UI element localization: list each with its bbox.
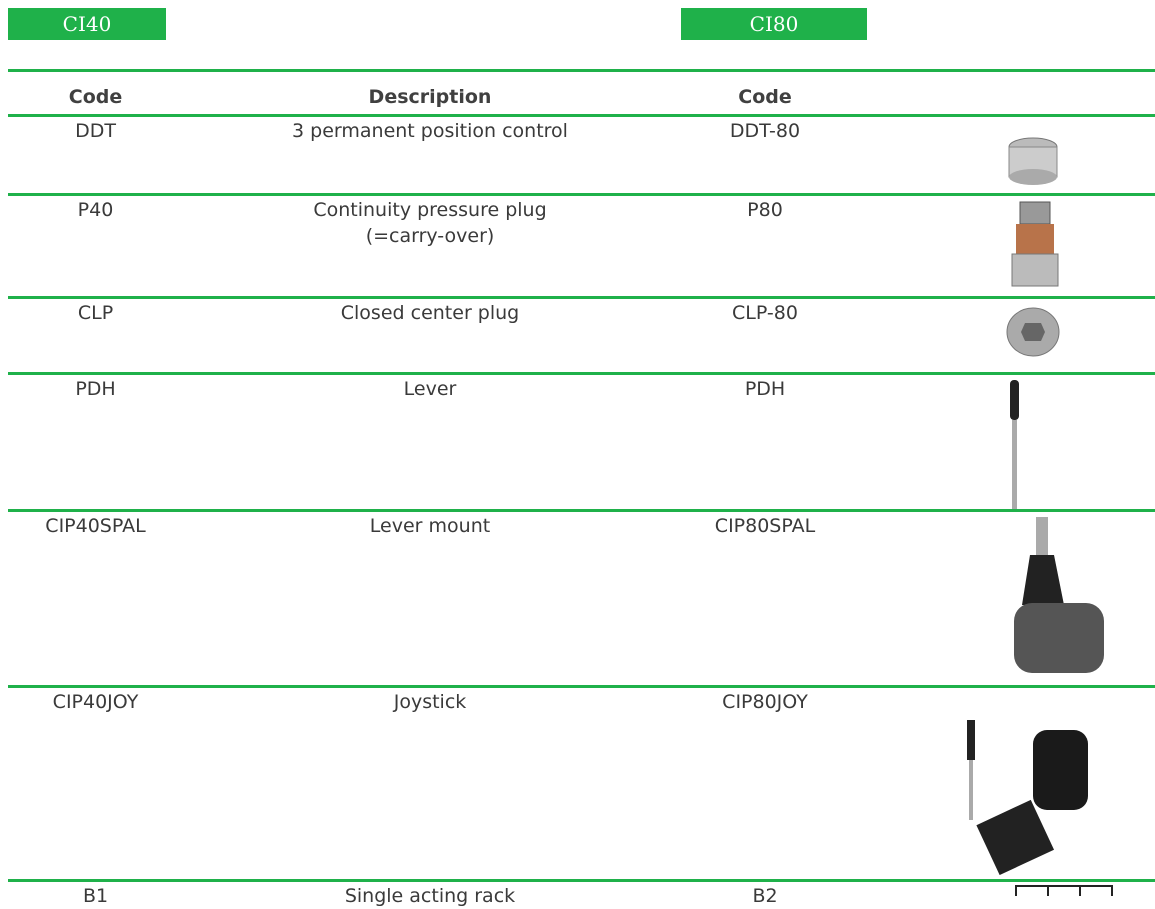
divider: [8, 509, 1155, 512]
column-header: Code: [68, 86, 123, 108]
description: Lever: [403, 378, 457, 400]
product-image: [1011, 201, 1059, 287]
column-header: Code: [738, 86, 792, 108]
code: B1: [82, 885, 109, 907]
product-image: [967, 720, 1088, 875]
product-image: [1008, 137, 1058, 185]
code: CLP: [77, 302, 114, 324]
divider: [8, 69, 1155, 72]
description: 3 permanent position control: [292, 120, 568, 142]
divider: [8, 114, 1155, 117]
description: Lever mount: [369, 515, 491, 537]
code: CIP40JOY: [52, 691, 139, 713]
product-image: [1014, 517, 1104, 673]
code: PDH: [75, 378, 116, 400]
code: P40: [77, 199, 114, 221]
divider: [8, 879, 1155, 882]
code: DDT-80: [729, 120, 801, 142]
code: PDH: [744, 378, 786, 400]
code: CIP40SPAL: [45, 515, 146, 537]
product-image: [1010, 380, 1019, 510]
code: CIP80SPAL: [714, 515, 816, 537]
section-tag: CI80: [681, 8, 867, 40]
divider: [8, 685, 1155, 688]
description: Single acting rack: [344, 885, 516, 907]
divider: [8, 296, 1155, 299]
divider: [8, 193, 1155, 196]
code: B2: [752, 885, 778, 907]
description: Joystick: [393, 691, 467, 713]
product-image: [1015, 885, 1113, 896]
code: CIP80JOY: [722, 691, 808, 713]
description: Closed center plug: [340, 302, 520, 324]
code: CLP-80: [732, 302, 798, 324]
divider: [8, 372, 1155, 375]
description: Continuity pressure plug (=carry-over): [313, 199, 547, 247]
code: P80: [747, 199, 783, 221]
section-tag: CI40: [8, 8, 166, 40]
product-image: [1006, 307, 1060, 357]
column-header: Description: [368, 86, 492, 108]
code: DDT: [75, 120, 116, 142]
